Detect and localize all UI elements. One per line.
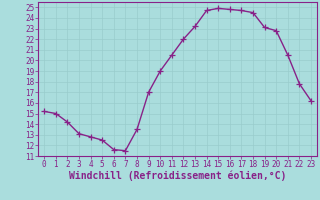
X-axis label: Windchill (Refroidissement éolien,°C): Windchill (Refroidissement éolien,°C): [69, 171, 286, 181]
